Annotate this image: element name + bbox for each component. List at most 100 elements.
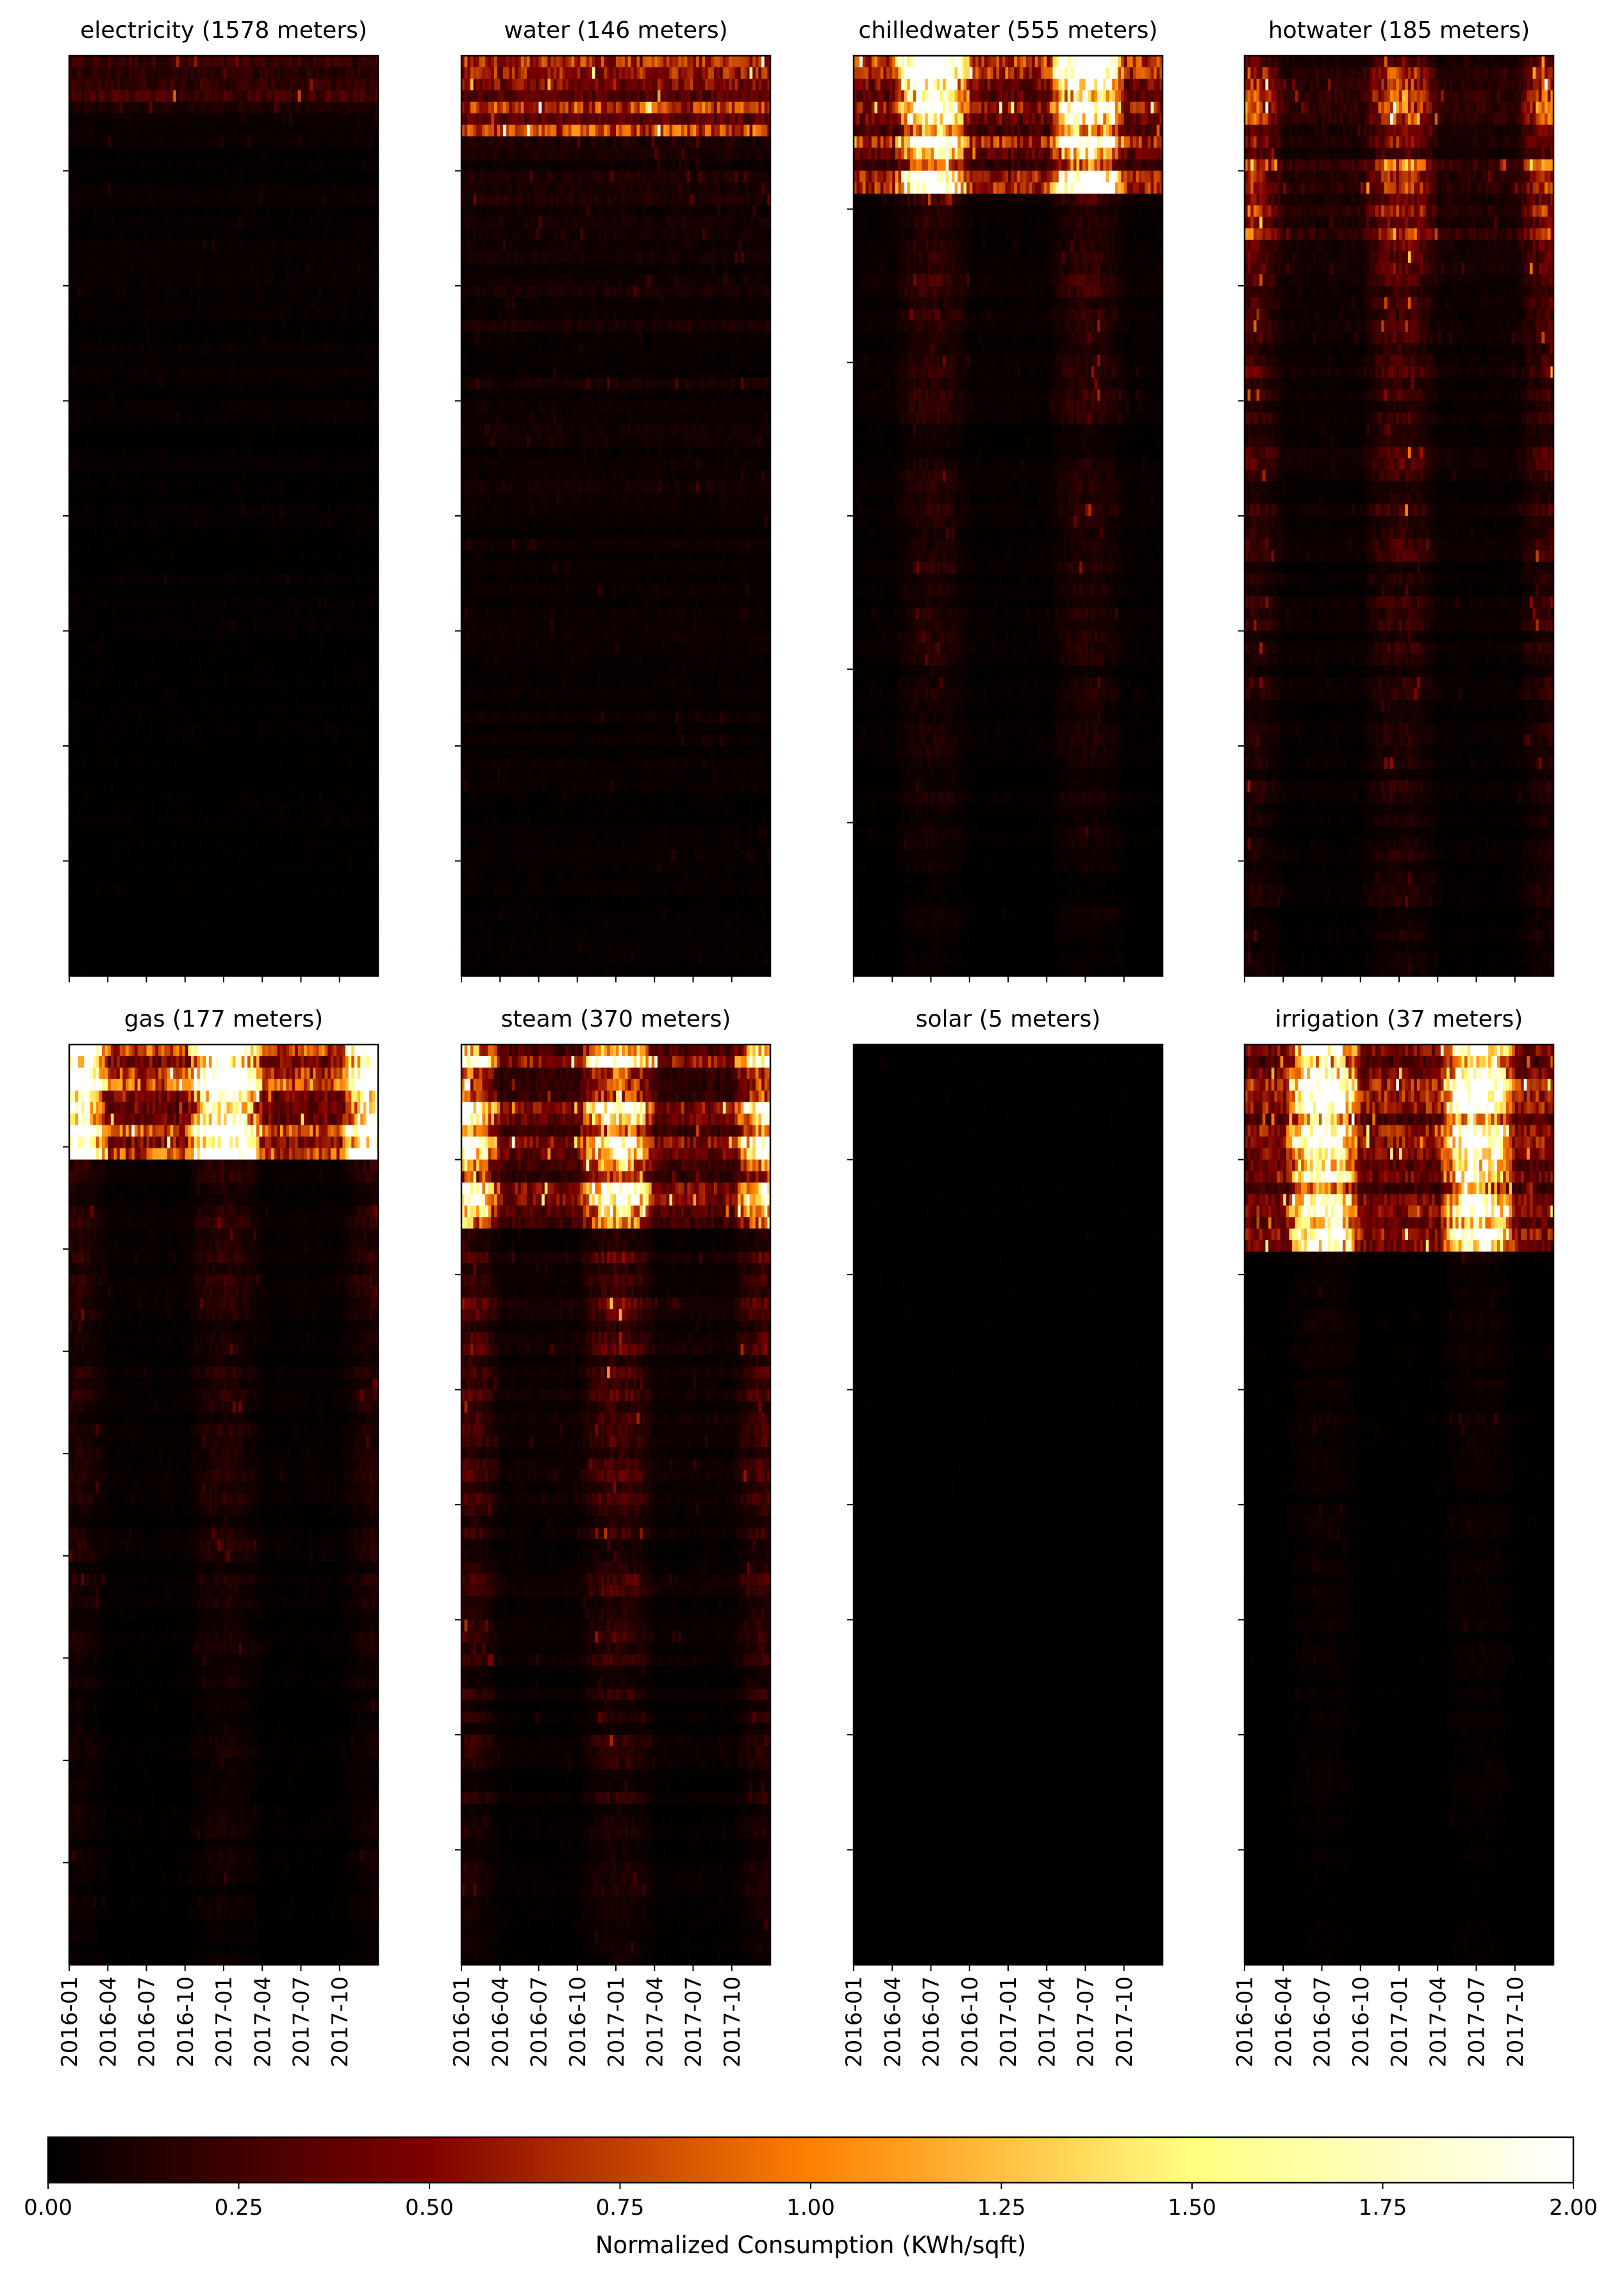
heat-cell	[218, 332, 221, 344]
heat-cell	[358, 447, 361, 459]
heat-cell	[227, 412, 230, 424]
heat-cell	[271, 90, 274, 103]
heat-cell	[105, 504, 108, 517]
heat-cell	[262, 102, 265, 114]
heat-cell	[289, 136, 292, 149]
heat-cell	[114, 332, 117, 344]
heat-cell	[162, 274, 165, 286]
heat-cell	[197, 171, 200, 183]
heat-cell	[84, 390, 87, 402]
heat-cell	[158, 251, 162, 263]
heat-cell	[138, 332, 141, 344]
heat-cell	[298, 286, 301, 298]
heat-cell	[72, 539, 76, 551]
heat-cell	[211, 309, 215, 321]
heat-cell	[102, 160, 105, 172]
heat-cell	[316, 217, 319, 229]
heat-cell	[211, 182, 215, 194]
heat-cell	[197, 378, 200, 390]
heat-cell	[336, 332, 340, 344]
heat-cell	[360, 458, 363, 470]
heat-cell	[149, 160, 153, 172]
heat-cell	[120, 297, 123, 310]
heat-cell	[358, 102, 361, 114]
heat-cell	[102, 320, 105, 333]
heat-cell	[84, 332, 87, 344]
heat-cell	[304, 378, 307, 390]
heat-cell	[120, 228, 123, 240]
heat-cell	[322, 263, 325, 275]
heat-cell	[372, 251, 376, 263]
heat-cell	[313, 378, 316, 390]
heat-cell	[153, 527, 156, 540]
heat-cell	[185, 597, 188, 609]
heat-cell	[211, 597, 215, 609]
heat-cell	[260, 160, 263, 172]
heat-cell	[260, 527, 263, 540]
heat-cell	[197, 251, 200, 263]
heat-cell	[310, 504, 313, 517]
heat-cell	[122, 182, 126, 194]
heat-cell	[215, 182, 218, 194]
heat-cell	[298, 171, 301, 183]
heat-cell	[265, 390, 269, 402]
heat-cell	[286, 504, 289, 517]
heat-cell	[366, 251, 369, 263]
heat-cell	[283, 113, 286, 126]
heat-cell	[138, 240, 141, 252]
heat-cell	[191, 182, 194, 194]
heat-cell	[135, 113, 138, 126]
heat-cell	[84, 435, 87, 447]
heat-cell	[286, 320, 289, 333]
heat-cell	[262, 458, 265, 470]
heat-cell	[224, 102, 227, 114]
heat-cell	[319, 367, 322, 379]
heat-cell	[81, 263, 85, 275]
heat-cell	[333, 320, 336, 333]
heat-cell	[319, 56, 322, 68]
heat-cell	[78, 447, 81, 459]
heat-cell	[117, 504, 120, 517]
heat-cell	[271, 67, 274, 79]
heat-cell	[265, 367, 269, 379]
heat-cell	[126, 148, 129, 160]
heat-cell	[372, 562, 376, 574]
heat-cell	[108, 56, 111, 68]
heat-cell	[322, 67, 325, 79]
heat-cell	[256, 378, 260, 390]
heat-cell	[307, 458, 310, 470]
heat-cell	[316, 160, 319, 172]
heat-cell	[238, 447, 242, 459]
heat-cell	[215, 597, 218, 609]
heat-cell	[81, 136, 85, 149]
heat-cell	[224, 251, 227, 263]
heat-cell	[247, 251, 251, 263]
heat-cell	[131, 297, 135, 310]
heat-cell	[200, 412, 203, 424]
heat-cell	[336, 378, 340, 390]
heat-cell	[224, 320, 227, 333]
heat-cell	[325, 297, 328, 310]
heat-cell	[108, 504, 111, 517]
heat-cell	[218, 447, 221, 459]
heat-cell	[292, 504, 295, 517]
heat-cell	[179, 263, 182, 275]
heat-cell	[170, 217, 174, 229]
heat-cell	[96, 67, 99, 79]
heat-cell	[167, 205, 170, 217]
heat-cell	[310, 597, 313, 609]
heat-cell	[105, 550, 108, 563]
heat-cell	[265, 539, 269, 551]
heat-cell	[209, 274, 212, 286]
heat-cell	[331, 539, 334, 551]
heat-cell	[319, 217, 322, 229]
heat-cell	[99, 458, 102, 470]
heat-cell	[366, 240, 369, 252]
heat-cell	[149, 597, 153, 609]
heat-cell	[322, 378, 325, 390]
heat-cell	[126, 90, 129, 103]
heat-cell	[102, 205, 105, 217]
heat-cell	[99, 286, 102, 298]
heat-cell	[251, 251, 254, 263]
heat-cell	[340, 401, 343, 413]
